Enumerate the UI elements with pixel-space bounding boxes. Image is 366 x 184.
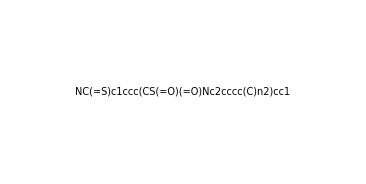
Text: NC(=S)c1ccc(CS(=O)(=O)Nc2cccc(C)n2)cc1: NC(=S)c1ccc(CS(=O)(=O)Nc2cccc(C)n2)cc1 (75, 87, 291, 97)
